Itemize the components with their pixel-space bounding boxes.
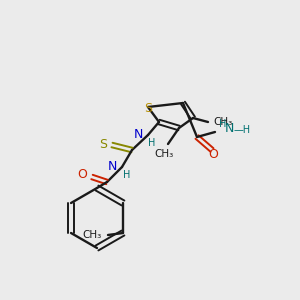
Text: H: H — [219, 119, 226, 129]
Text: CH₃: CH₃ — [83, 230, 102, 240]
Text: —H: —H — [234, 125, 251, 135]
Text: CH₃: CH₃ — [213, 117, 232, 127]
Text: S: S — [99, 139, 107, 152]
Text: O: O — [208, 148, 218, 161]
Text: H: H — [148, 138, 156, 148]
Text: H: H — [123, 170, 131, 180]
Text: N: N — [225, 122, 234, 136]
Text: N: N — [134, 128, 143, 142]
Text: S: S — [144, 101, 152, 115]
Text: N: N — [108, 160, 117, 173]
Text: CH₃: CH₃ — [154, 149, 174, 159]
Text: O: O — [77, 169, 87, 182]
